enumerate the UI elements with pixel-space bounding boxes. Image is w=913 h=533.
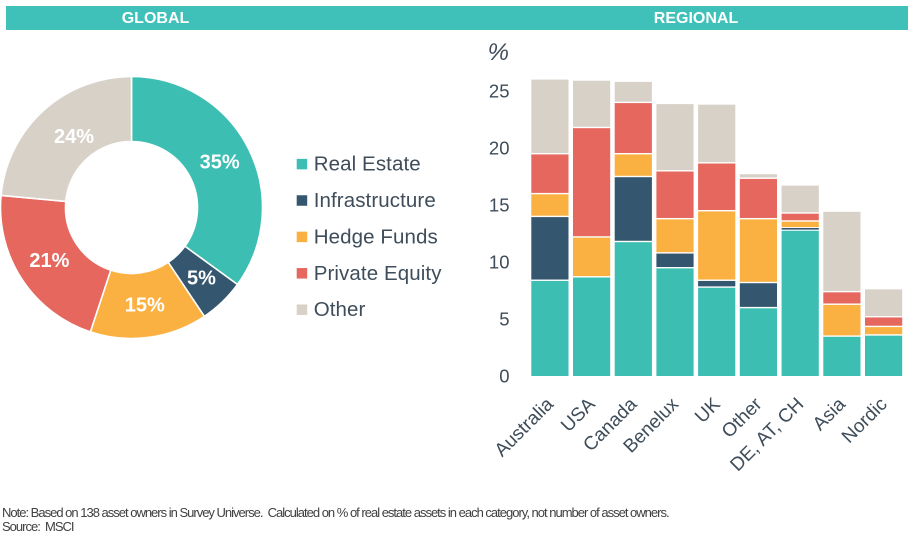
svg-text:5: 5 bbox=[499, 309, 509, 330]
svg-text:24%: 24% bbox=[54, 126, 94, 148]
svg-text:Nordic: Nordic bbox=[838, 394, 892, 448]
svg-text:Private Equity: Private Equity bbox=[314, 262, 443, 285]
svg-text:20: 20 bbox=[489, 138, 510, 159]
svg-text:Infrastructure: Infrastructure bbox=[314, 189, 436, 212]
svg-text:25: 25 bbox=[489, 81, 510, 102]
svg-text:10: 10 bbox=[489, 252, 510, 273]
svg-text:15%: 15% bbox=[125, 295, 165, 317]
svg-text:Real Estate: Real Estate bbox=[314, 153, 421, 176]
svg-text:Hedge Funds: Hedge Funds bbox=[314, 225, 438, 248]
svg-text:Other: Other bbox=[314, 298, 366, 321]
svg-text:Australia: Australia bbox=[491, 394, 558, 461]
svg-text:0: 0 bbox=[499, 366, 509, 387]
svg-text:21%: 21% bbox=[29, 250, 69, 272]
svg-text:UK: UK bbox=[691, 394, 725, 428]
svg-text:15: 15 bbox=[489, 195, 510, 216]
svg-text:5%: 5% bbox=[187, 268, 216, 290]
svg-text:35%: 35% bbox=[200, 152, 240, 174]
svg-text:%: % bbox=[488, 39, 509, 66]
